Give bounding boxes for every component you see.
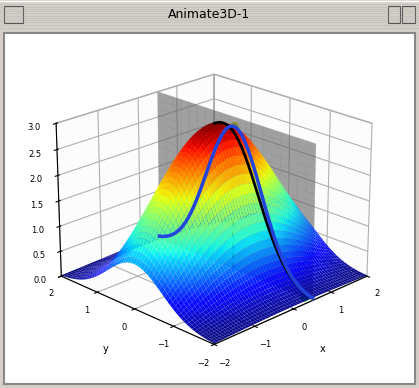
Bar	[4, 6, 23, 23]
Y-axis label: y: y	[102, 344, 108, 354]
Text: Animate3D-1: Animate3D-1	[168, 8, 251, 21]
X-axis label: x: x	[320, 344, 326, 354]
Bar	[402, 6, 415, 23]
Bar	[388, 6, 400, 23]
